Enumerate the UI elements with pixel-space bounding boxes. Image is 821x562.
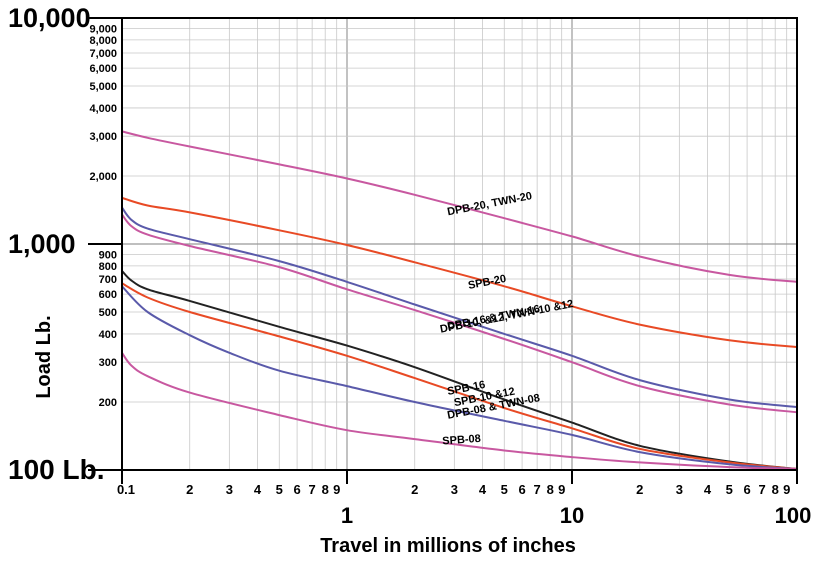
y-tick-label: 500 (99, 307, 117, 319)
x-tick-label: 7 (759, 482, 766, 497)
y-tick-label: 10,000 (8, 3, 91, 33)
series-line (121, 213, 798, 414)
y-tick-label: 600 (99, 289, 117, 301)
series-line (121, 352, 798, 470)
y-tick-label: 300 (99, 357, 117, 369)
x-tick-label: 9 (783, 482, 790, 497)
x-tick-label: 5 (726, 482, 733, 497)
x-tick-label: 0.1 (117, 482, 135, 497)
series-label: DPB-10, &12, TWN-10 &12 (439, 298, 575, 336)
x-tick-label: 4 (479, 482, 487, 497)
x-tick-label: 4 (254, 482, 262, 497)
x-tick-label: 5 (276, 482, 283, 497)
series-line (121, 130, 798, 283)
x-axis-label: Travel in millions of inches (320, 535, 576, 557)
x-tick-label: 7 (309, 482, 316, 497)
series-line (121, 282, 798, 470)
y-tick-label: 3,000 (89, 131, 117, 143)
y-tick-label: 900 (99, 249, 117, 261)
x-tick-label: 2 (411, 482, 418, 497)
y-tick-label: 2,000 (89, 171, 117, 183)
y-tick-label: 100 Lb. (8, 454, 104, 485)
series-label: SPB-20 (467, 273, 507, 292)
tick-labels: 100 Lb.1,00010,0002003004005006007008009… (8, 3, 811, 528)
x-tick-label: 2 (636, 482, 643, 497)
y-tick-label: 700 (99, 274, 117, 286)
x-tick-label: 6 (518, 482, 525, 497)
y-tick-label: 7,000 (89, 48, 117, 60)
y-tick-label: 400 (99, 329, 117, 341)
x-tick-label: 9 (558, 482, 565, 497)
x-tick-label: 6 (293, 482, 300, 497)
y-tick-label: 5,000 (89, 81, 117, 93)
x-tick-label: 6 (743, 482, 750, 497)
x-tick-label: 3 (676, 482, 683, 497)
series-line (121, 206, 798, 408)
x-tick-label: 2 (186, 482, 193, 497)
y-axis-label: Load Lb. (33, 315, 55, 398)
series-line (121, 285, 798, 470)
x-tick-label: 10 (560, 503, 584, 528)
x-tick-label: 1 (341, 503, 353, 528)
y-tick-label: 1,000 (8, 229, 76, 259)
series-line (121, 270, 798, 470)
x-tick-label: 8 (547, 482, 554, 497)
y-tick-label: 9,000 (89, 23, 117, 35)
series-label: SPB-08 (442, 433, 481, 448)
y-tick-label: 200 (99, 397, 117, 409)
x-tick-label: 9 (333, 482, 340, 497)
y-tick-label: 8,000 (89, 35, 117, 47)
x-tick-label: 100 (775, 503, 812, 528)
x-tick-label: 7 (534, 482, 541, 497)
x-tick-label: 8 (772, 482, 779, 497)
x-tick-label: 3 (226, 482, 233, 497)
series-line (121, 196, 798, 348)
x-tick-label: 5 (501, 482, 508, 497)
x-tick-label: 4 (704, 482, 712, 497)
x-tick-label: 3 (451, 482, 458, 497)
y-tick-label: 800 (99, 261, 117, 273)
y-tick-label: 4,000 (89, 103, 117, 115)
grid (122, 18, 797, 470)
y-tick-label: 6,000 (89, 63, 117, 75)
x-tick-label: 8 (322, 482, 329, 497)
curves (121, 130, 798, 470)
